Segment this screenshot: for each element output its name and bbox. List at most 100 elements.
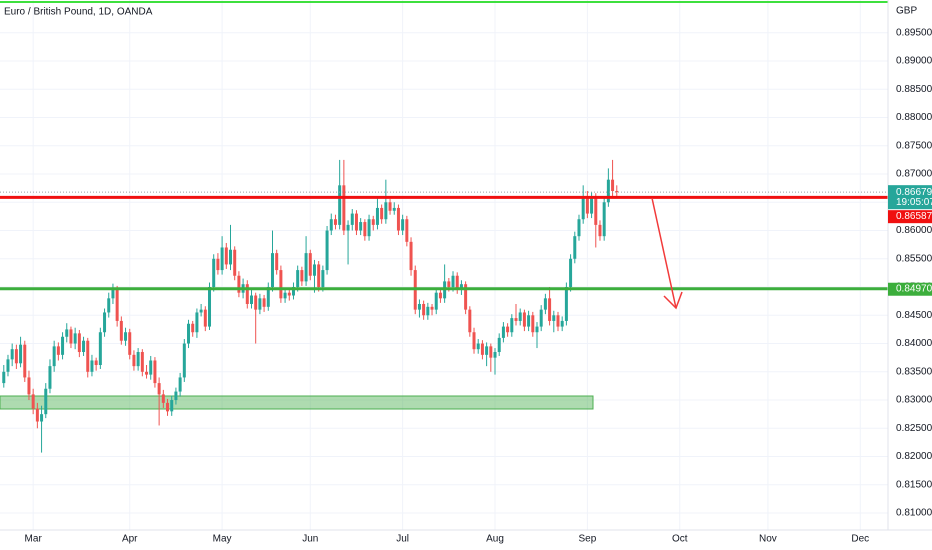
y-tick-label: 0.88500 — [896, 84, 932, 95]
arrow-line — [651, 197, 677, 309]
candle-body — [543, 298, 547, 310]
candle-body — [212, 258, 216, 288]
candle-body — [573, 236, 577, 259]
candle-body — [480, 343, 484, 355]
x-tick-label: Nov — [759, 534, 777, 545]
candle-body — [178, 377, 182, 392]
candle-body — [283, 292, 287, 299]
x-tick-label: Apr — [122, 534, 138, 545]
candle-body — [317, 264, 321, 288]
level-tag — [888, 210, 932, 224]
candle-body — [115, 289, 119, 321]
candle-body — [476, 343, 480, 350]
candle-body — [564, 287, 568, 321]
candle-body — [262, 298, 266, 307]
candle-body — [233, 249, 237, 276]
x-tick-label: Jul — [396, 534, 409, 545]
x-tick-label: Sep — [578, 534, 596, 545]
x-tick-label: May — [213, 534, 232, 545]
candle-body — [195, 312, 199, 333]
levels — [0, 191, 888, 291]
candle-body — [363, 222, 367, 237]
candle-body — [459, 284, 463, 290]
candle-body — [287, 292, 291, 296]
y-tick-label: 0.82000 — [896, 451, 932, 462]
candle-body — [23, 344, 27, 378]
candle-body — [124, 332, 128, 341]
candle-body — [308, 253, 312, 276]
candle-body — [119, 320, 123, 341]
candle-body — [359, 222, 363, 231]
candle-body — [388, 202, 392, 211]
candle-body — [594, 196, 598, 225]
candle-body — [312, 264, 316, 276]
level-label: 0.86587 — [896, 211, 932, 222]
arrow — [651, 197, 683, 310]
candle-body — [497, 337, 501, 353]
candle-body — [438, 292, 442, 299]
y-tick-label: 0.85500 — [896, 253, 932, 264]
y-tick-label: 0.89000 — [896, 56, 932, 67]
candle-body — [451, 275, 455, 288]
candle-body — [569, 258, 573, 288]
candle-body — [430, 306, 434, 310]
candle-body — [107, 298, 111, 313]
candle-body — [560, 320, 564, 327]
candle-body — [254, 295, 258, 310]
candle-body — [136, 352, 140, 367]
candle-body — [455, 275, 459, 290]
candle-body — [103, 312, 107, 333]
candle-body — [535, 326, 539, 333]
y-tick-label: 0.81000 — [896, 508, 932, 519]
candle-body — [52, 346, 56, 367]
candle-body — [552, 315, 556, 321]
support-zone — [0, 395, 594, 410]
candle-body — [77, 333, 81, 353]
candle-body — [409, 241, 413, 271]
y-tick-label: 0.86000 — [896, 225, 932, 236]
candle-body — [615, 190, 619, 193]
candle-body — [522, 312, 526, 327]
y-tick-label: 0.81500 — [896, 479, 932, 490]
candle-body — [161, 394, 165, 403]
candle-body — [581, 196, 585, 220]
candle-body — [396, 207, 400, 231]
candle-body — [35, 408, 39, 422]
candle-body — [229, 249, 233, 265]
candle-body — [384, 202, 388, 220]
candle-body — [208, 287, 212, 327]
candle-body — [338, 185, 342, 225]
candle-body — [182, 343, 186, 378]
candle-body — [329, 219, 333, 231]
level-tag — [888, 282, 932, 296]
x-tick-label: Oct — [672, 534, 688, 545]
candle-body — [216, 258, 220, 271]
candle-body — [220, 247, 224, 271]
candle-body — [140, 352, 144, 372]
candle-body — [585, 196, 589, 214]
candle-body — [111, 289, 115, 299]
candle-body — [61, 336, 65, 355]
candle-body — [65, 329, 69, 337]
y-tick-label: 0.87000 — [896, 169, 932, 180]
candle-body — [527, 315, 531, 327]
candle-body — [249, 295, 253, 304]
candle-body — [14, 349, 18, 364]
candle-body — [237, 275, 241, 293]
candle-body — [166, 402, 170, 412]
candle-body — [548, 298, 552, 321]
candle-body — [577, 219, 581, 237]
candle-body — [468, 309, 472, 333]
candle-body — [602, 202, 606, 237]
y-tick-label: 0.82500 — [896, 423, 932, 434]
arrow-head — [663, 291, 683, 310]
candle-body — [501, 326, 505, 338]
candle-body — [132, 354, 136, 367]
candle-body — [375, 207, 379, 225]
candle-body — [422, 303, 426, 316]
chart-title: Euro / British Pound, 1D, OANDA — [4, 7, 153, 18]
candle-body — [149, 360, 153, 375]
candle-body — [40, 414, 44, 422]
